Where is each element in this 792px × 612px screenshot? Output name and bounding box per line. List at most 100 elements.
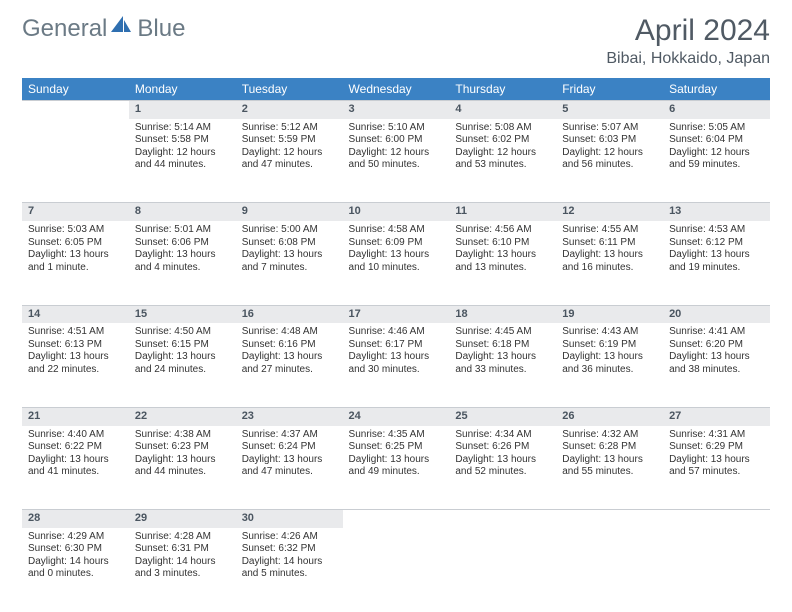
daylight-text: Daylight: 14 hours and 5 minutes.	[242, 556, 337, 581]
day-number: 4	[449, 101, 556, 119]
day-content: Sunrise: 5:14 AMSunset: 5:58 PMDaylight:…	[129, 119, 236, 178]
daylight-text: Daylight: 12 hours and 56 minutes.	[562, 147, 657, 172]
sunrise-text: Sunrise: 4:43 AM	[562, 326, 657, 339]
day-cell: Sunrise: 5:00 AMSunset: 6:08 PMDaylight:…	[236, 221, 343, 305]
sunset-text: Sunset: 6:02 PM	[455, 134, 550, 147]
daylight-text: Daylight: 13 hours and 27 minutes.	[242, 351, 337, 376]
day-content: Sunrise: 4:38 AMSunset: 6:23 PMDaylight:…	[129, 426, 236, 485]
empty-daynum	[556, 510, 663, 528]
day-cell: Sunrise: 4:48 AMSunset: 6:16 PMDaylight:…	[236, 323, 343, 407]
day-content: Sunrise: 4:28 AMSunset: 6:31 PMDaylight:…	[129, 528, 236, 587]
weekday-header: Thursday	[449, 78, 556, 101]
sunset-text: Sunset: 6:00 PM	[349, 134, 444, 147]
daylight-text: Daylight: 13 hours and 13 minutes.	[455, 249, 550, 274]
day-content: Sunrise: 4:43 AMSunset: 6:19 PMDaylight:…	[556, 323, 663, 382]
day-number: 17	[343, 305, 450, 323]
sunset-text: Sunset: 6:20 PM	[669, 339, 764, 352]
day-number: 29	[129, 510, 236, 528]
daylight-text: Daylight: 13 hours and 49 minutes.	[349, 454, 444, 479]
day-cell: Sunrise: 5:07 AMSunset: 6:03 PMDaylight:…	[556, 119, 663, 203]
sunset-text: Sunset: 6:25 PM	[349, 441, 444, 454]
day-content: Sunrise: 5:03 AMSunset: 6:05 PMDaylight:…	[22, 221, 129, 280]
sunrise-text: Sunrise: 4:40 AM	[28, 429, 123, 442]
day-content: Sunrise: 4:40 AMSunset: 6:22 PMDaylight:…	[22, 426, 129, 485]
daylight-text: Daylight: 13 hours and 36 minutes.	[562, 351, 657, 376]
day-cell: Sunrise: 4:28 AMSunset: 6:31 PMDaylight:…	[129, 528, 236, 612]
day-cell: Sunrise: 5:08 AMSunset: 6:02 PMDaylight:…	[449, 119, 556, 203]
sunset-text: Sunset: 6:12 PM	[669, 237, 764, 250]
day-number: 12	[556, 203, 663, 221]
day-cell: Sunrise: 4:55 AMSunset: 6:11 PMDaylight:…	[556, 221, 663, 305]
day-content: Sunrise: 5:01 AMSunset: 6:06 PMDaylight:…	[129, 221, 236, 280]
content-row: Sunrise: 5:03 AMSunset: 6:05 PMDaylight:…	[22, 221, 770, 305]
sunset-text: Sunset: 6:31 PM	[135, 543, 230, 556]
sunrise-text: Sunrise: 4:58 AM	[349, 224, 444, 237]
sunset-text: Sunset: 6:13 PM	[28, 339, 123, 352]
daylight-text: Daylight: 13 hours and 30 minutes.	[349, 351, 444, 376]
sunrise-text: Sunrise: 4:48 AM	[242, 326, 337, 339]
sunset-text: Sunset: 6:30 PM	[28, 543, 123, 556]
day-number: 9	[236, 203, 343, 221]
empty-daynum	[22, 101, 129, 119]
day-cell: Sunrise: 5:01 AMSunset: 6:06 PMDaylight:…	[129, 221, 236, 305]
sunrise-text: Sunrise: 5:14 AM	[135, 122, 230, 135]
day-content: Sunrise: 4:29 AMSunset: 6:30 PMDaylight:…	[22, 528, 129, 587]
empty-cell	[343, 528, 450, 612]
day-cell: Sunrise: 4:37 AMSunset: 6:24 PMDaylight:…	[236, 426, 343, 510]
daylight-text: Daylight: 13 hours and 19 minutes.	[669, 249, 764, 274]
sunrise-text: Sunrise: 4:26 AM	[242, 531, 337, 544]
day-number: 8	[129, 203, 236, 221]
day-cell: Sunrise: 4:41 AMSunset: 6:20 PMDaylight:…	[663, 323, 770, 407]
weekday-header: Tuesday	[236, 78, 343, 101]
brand-part1: General	[22, 15, 107, 43]
day-number: 22	[129, 407, 236, 425]
daynum-row: 21222324252627	[22, 407, 770, 425]
sunrise-text: Sunrise: 4:28 AM	[135, 531, 230, 544]
sunset-text: Sunset: 6:24 PM	[242, 441, 337, 454]
content-row: Sunrise: 4:51 AMSunset: 6:13 PM Daylight:…	[22, 323, 770, 407]
day-cell: Sunrise: 4:56 AMSunset: 6:10 PMDaylight:…	[449, 221, 556, 305]
sunset-text: Sunset: 6:19 PM	[562, 339, 657, 352]
day-cell: Sunrise: 5:10 AMSunset: 6:00 PMDaylight:…	[343, 119, 450, 203]
sunset-text: Sunset: 6:11 PM	[562, 237, 657, 250]
day-number: 14	[22, 305, 129, 323]
day-content: Sunrise: 4:58 AMSunset: 6:09 PMDaylight:…	[343, 221, 450, 280]
weekday-header-row: SundayMondayTuesdayWednesdayThursdayFrid…	[22, 78, 770, 101]
day-number: 16	[236, 305, 343, 323]
sunset-text: Sunset: 6:23 PM	[135, 441, 230, 454]
sunset-text: Sunset: 6:16 PM	[242, 339, 337, 352]
day-content: Sunrise: 4:48 AMSunset: 6:16 PMDaylight:…	[236, 323, 343, 382]
daylight-text: Daylight: 12 hours and 53 minutes.	[455, 147, 550, 172]
sail-icon	[107, 14, 137, 43]
daylight-text: Daylight: 12 hours and 50 minutes.	[349, 147, 444, 172]
day-cell: Sunrise: 4:35 AMSunset: 6:25 PMDaylight:…	[343, 426, 450, 510]
sunrise-text: Sunrise: 4:37 AM	[242, 429, 337, 442]
sunrise-text: Sunrise: 4:51 AM	[28, 326, 123, 339]
sunset-text: Sunset: 6:08 PM	[242, 237, 337, 250]
day-cell: Sunrise: 4:29 AMSunset: 6:30 PMDaylight:…	[22, 528, 129, 612]
sunset-text: Sunset: 6:17 PM	[349, 339, 444, 352]
day-content: Sunrise: 4:55 AMSunset: 6:11 PMDaylight:…	[556, 221, 663, 280]
daylight-text: Daylight: 14 hours and 0 minutes.	[28, 556, 123, 581]
daylight-text: Daylight: 13 hours and 1 minute.	[28, 249, 123, 274]
empty-daynum	[449, 510, 556, 528]
sunrise-text: Sunrise: 5:03 AM	[28, 224, 123, 237]
empty-cell	[22, 119, 129, 203]
day-number: 27	[663, 407, 770, 425]
day-number: 18	[449, 305, 556, 323]
day-content: Sunrise: 4:26 AMSunset: 6:32 PMDaylight:…	[236, 528, 343, 587]
day-number: 2	[236, 101, 343, 119]
sunrise-text: Sunrise: 4:38 AM	[135, 429, 230, 442]
sunrise-text: Sunrise: 4:31 AM	[669, 429, 764, 442]
day-content: Sunrise: 4:37 AMSunset: 6:24 PMDaylight:…	[236, 426, 343, 485]
sunrise-text: Sunrise: 4:32 AM	[562, 429, 657, 442]
calendar-table: SundayMondayTuesdayWednesdayThursdayFrid…	[22, 78, 770, 612]
daylight-text: Daylight: 13 hours and 57 minutes.	[669, 454, 764, 479]
day-content: Sunrise: 5:00 AMSunset: 6:08 PMDaylight:…	[236, 221, 343, 280]
sunrise-text: Sunrise: 5:08 AM	[455, 122, 550, 135]
sunrise-text: Sunrise: 5:12 AM	[242, 122, 337, 135]
sunrise-text: Sunrise: 4:46 AM	[349, 326, 444, 339]
sunset-text: Sunset: 6:26 PM	[455, 441, 550, 454]
sunrise-text: Sunrise: 5:05 AM	[669, 122, 764, 135]
content-row: Sunrise: 4:40 AMSunset: 6:22 PMDaylight:…	[22, 426, 770, 510]
